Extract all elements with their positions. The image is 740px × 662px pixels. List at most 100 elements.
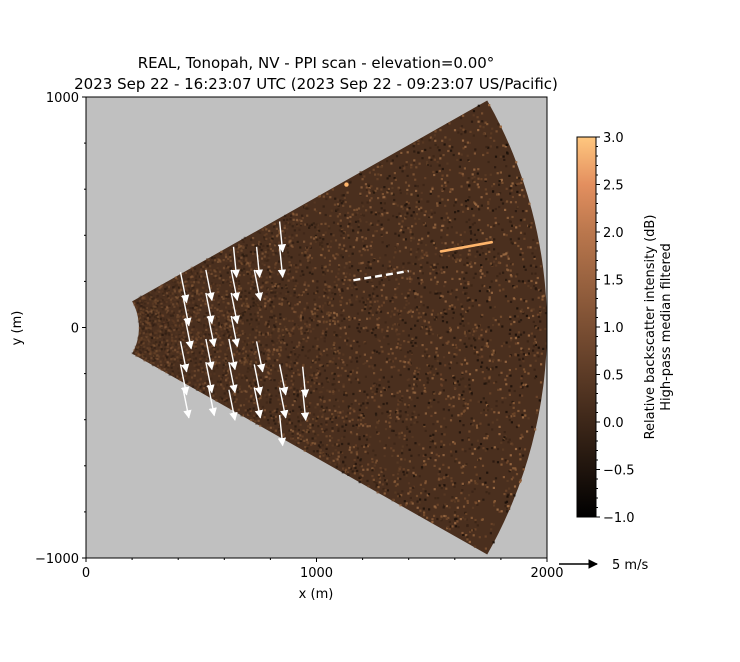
speckle-cell [407, 368, 410, 371]
speckle-cell [509, 274, 512, 277]
speckle-cell [191, 281, 194, 284]
speckle-cell [299, 387, 303, 390]
speckle-cell [451, 496, 454, 499]
speckle-cell [160, 341, 164, 344]
speckle-cell [228, 256, 231, 259]
speckle-cell [447, 216, 450, 219]
speckle-cell [359, 473, 362, 476]
speckle-cell [275, 223, 279, 226]
speckle-cell [354, 284, 357, 287]
speckle-cell [467, 494, 471, 497]
speckle-cell [520, 351, 523, 354]
speckle-cell [168, 318, 171, 322]
speckle-cell [448, 528, 451, 531]
speckle-cell [387, 218, 390, 221]
speckle-cell [178, 282, 181, 285]
speckle-cell [171, 342, 174, 345]
speckle-cell [439, 336, 442, 340]
speckle-cell [480, 266, 483, 269]
speckle-cell [462, 533, 465, 536]
speckle-cell [380, 394, 383, 397]
speckle-cell [205, 300, 208, 303]
speckle-cell [416, 373, 419, 376]
speckle-cell [314, 442, 317, 445]
speckle-cell [515, 425, 519, 429]
speckle-cell [514, 201, 517, 204]
speckle-cell [539, 265, 542, 268]
speckle-cell [410, 248, 413, 251]
speckle-cell [359, 269, 362, 273]
speckle-cell [305, 288, 308, 291]
speckle-cell [435, 347, 438, 350]
speckle-cell [434, 429, 437, 433]
speckle-cell [337, 439, 340, 442]
speckle-cell [475, 424, 478, 427]
speckle-cell [431, 365, 434, 368]
speckle-cell [178, 324, 181, 327]
speckle-cell [351, 371, 354, 374]
speckle-cell [313, 316, 316, 319]
speckle-cell [336, 198, 339, 201]
speckle-cell [325, 197, 328, 201]
speckle-cell [440, 440, 443, 443]
speckle-cell [342, 309, 345, 312]
speckle-cell [243, 255, 246, 258]
speckle-cell [241, 376, 244, 379]
speckle-cell [319, 351, 322, 354]
speckle-cell [145, 307, 148, 310]
speckle-cell [409, 277, 412, 280]
speckle-cell [319, 372, 322, 375]
speckle-cell [244, 375, 247, 378]
speckle-cell [325, 421, 328, 424]
speckle-cell [257, 318, 260, 321]
speckle-cell [158, 333, 162, 336]
speckle-cell [474, 521, 477, 524]
speckle-cell [143, 338, 146, 341]
speckle-cell [366, 329, 369, 332]
speckle-cell [248, 333, 251, 336]
speckle-cell [425, 160, 429, 164]
speckle-cell [521, 375, 524, 378]
speckle-cell [505, 143, 509, 146]
speckle-cell [519, 253, 522, 256]
speckle-cell [277, 421, 280, 424]
speckle-cell [511, 215, 514, 219]
speckle-cell [222, 294, 225, 297]
speckle-cell [424, 390, 427, 393]
speckle-cell [340, 308, 343, 312]
speckle-cell [255, 422, 258, 425]
speckle-cell [489, 236, 492, 239]
speckle-cell [522, 368, 526, 371]
speckle-cell [297, 368, 300, 372]
speckle-cell [186, 278, 189, 282]
speckle-cell [152, 308, 155, 311]
speckle-cell [313, 201, 316, 204]
speckle-cell [466, 362, 469, 365]
speckle-cell [355, 208, 358, 211]
speckle-cell [241, 340, 244, 343]
speckle-cell [532, 264, 535, 267]
speckle-cell [402, 360, 405, 363]
speckle-cell [286, 331, 289, 334]
speckle-cell [226, 372, 229, 375]
speckle-cell [199, 386, 202, 389]
speckle-cell [215, 399, 218, 402]
speckle-cell [331, 430, 334, 433]
speckle-cell [409, 487, 412, 490]
speckle-cell [517, 354, 520, 357]
speckle-cell [361, 474, 364, 477]
speckle-cell [239, 295, 242, 298]
speckle-cell [379, 467, 382, 470]
speckle-cell [515, 285, 518, 288]
speckle-cell [149, 306, 153, 310]
speckle-cell [264, 281, 268, 284]
speckle-cell [359, 213, 362, 216]
speckle-cell [192, 297, 196, 300]
speckle-cell [513, 320, 516, 324]
speckle-cell [361, 413, 364, 416]
speckle-cell [333, 341, 336, 344]
speckle-cell [466, 538, 469, 541]
speckle-cell [223, 324, 227, 327]
speckle-cell [429, 434, 432, 437]
speckle-cell [470, 516, 473, 519]
